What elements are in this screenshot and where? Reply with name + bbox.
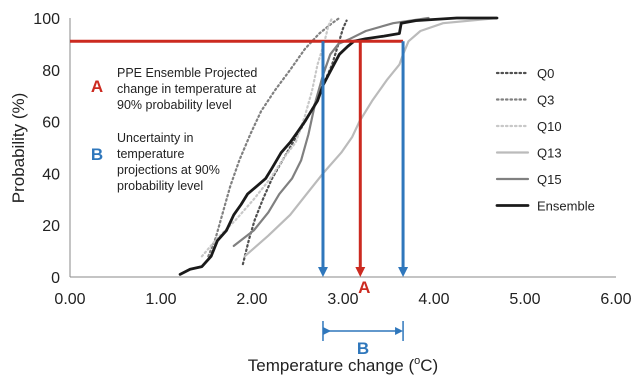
x-tick-label: 6.00	[600, 291, 631, 308]
y-tick-label: 0	[51, 270, 60, 287]
y-tick-label: 80	[42, 63, 60, 80]
legend-label-q10: Q10	[537, 119, 562, 134]
x-tick-labels: 0.00 1.00 2.00 3.00 4.00 5.00 6.00	[54, 291, 631, 308]
annotation-a-line: PPE Ensemble Projected	[117, 66, 257, 80]
annotation-a-line: change in temperature at	[117, 82, 257, 96]
annotation-b-line: projections at 90%	[117, 163, 220, 177]
legend-label-q15: Q15	[537, 172, 562, 187]
x-tick-label: 4.00	[418, 291, 449, 308]
y-tick-label: 60	[42, 115, 60, 132]
y-tick-label: 40	[42, 166, 60, 183]
x-tick-label: 3.00	[327, 291, 358, 308]
x-axis-title-degree: o	[414, 355, 420, 367]
legend-label-q13: Q13	[537, 146, 562, 161]
x-tick-label: 1.00	[145, 291, 176, 308]
x-tick-label: 5.00	[509, 291, 540, 308]
x-tick-label: 0.00	[54, 291, 85, 308]
annotation-b-line: temperature	[117, 147, 184, 161]
y-axis-title: Probability (%)	[9, 93, 28, 204]
x-axis-title-unit: C)	[420, 356, 438, 375]
series-line-q3	[207, 16, 341, 258]
annotation-b-line: probability level	[117, 179, 203, 193]
annotation-b: B Uncertainty in temperature projections…	[91, 131, 220, 193]
marker-b: B	[357, 339, 369, 358]
y-tick-label: 20	[42, 218, 60, 235]
x-tick-label: 2.00	[236, 291, 267, 308]
series-group	[178, 16, 499, 276]
y-tick-labels: 0 20 40 60 80 100	[33, 11, 60, 287]
reference-lines	[70, 39, 409, 341]
marker-a: A	[358, 278, 370, 297]
legend-label-ensemble: Ensemble	[537, 199, 595, 214]
x-axis-title: Temperature change (oC)	[248, 355, 438, 375]
annotation-a-line: 90% probability level	[117, 98, 232, 112]
annotation-b-letter: B	[91, 145, 103, 164]
annotation-a: A PPE Ensemble Projected change in tempe…	[91, 66, 258, 112]
legend-label-q3: Q3	[537, 93, 554, 108]
y-tick-label: 100	[33, 11, 60, 28]
annotation-b-line: Uncertainty in	[117, 131, 193, 145]
series-line-q10	[200, 16, 334, 258]
series-line-ensemble	[178, 16, 499, 276]
legend-label-q0: Q0	[537, 66, 554, 81]
series-line-q0	[241, 19, 348, 266]
series-line-q13	[243, 16, 499, 258]
series-line-q15	[232, 16, 430, 247]
annotation-a-letter: A	[91, 77, 103, 96]
x-axis-title-main: Temperature change (	[248, 356, 415, 375]
legend: Q0 Q3 Q10 Q13 Q15 Ensemble	[495, 66, 595, 214]
